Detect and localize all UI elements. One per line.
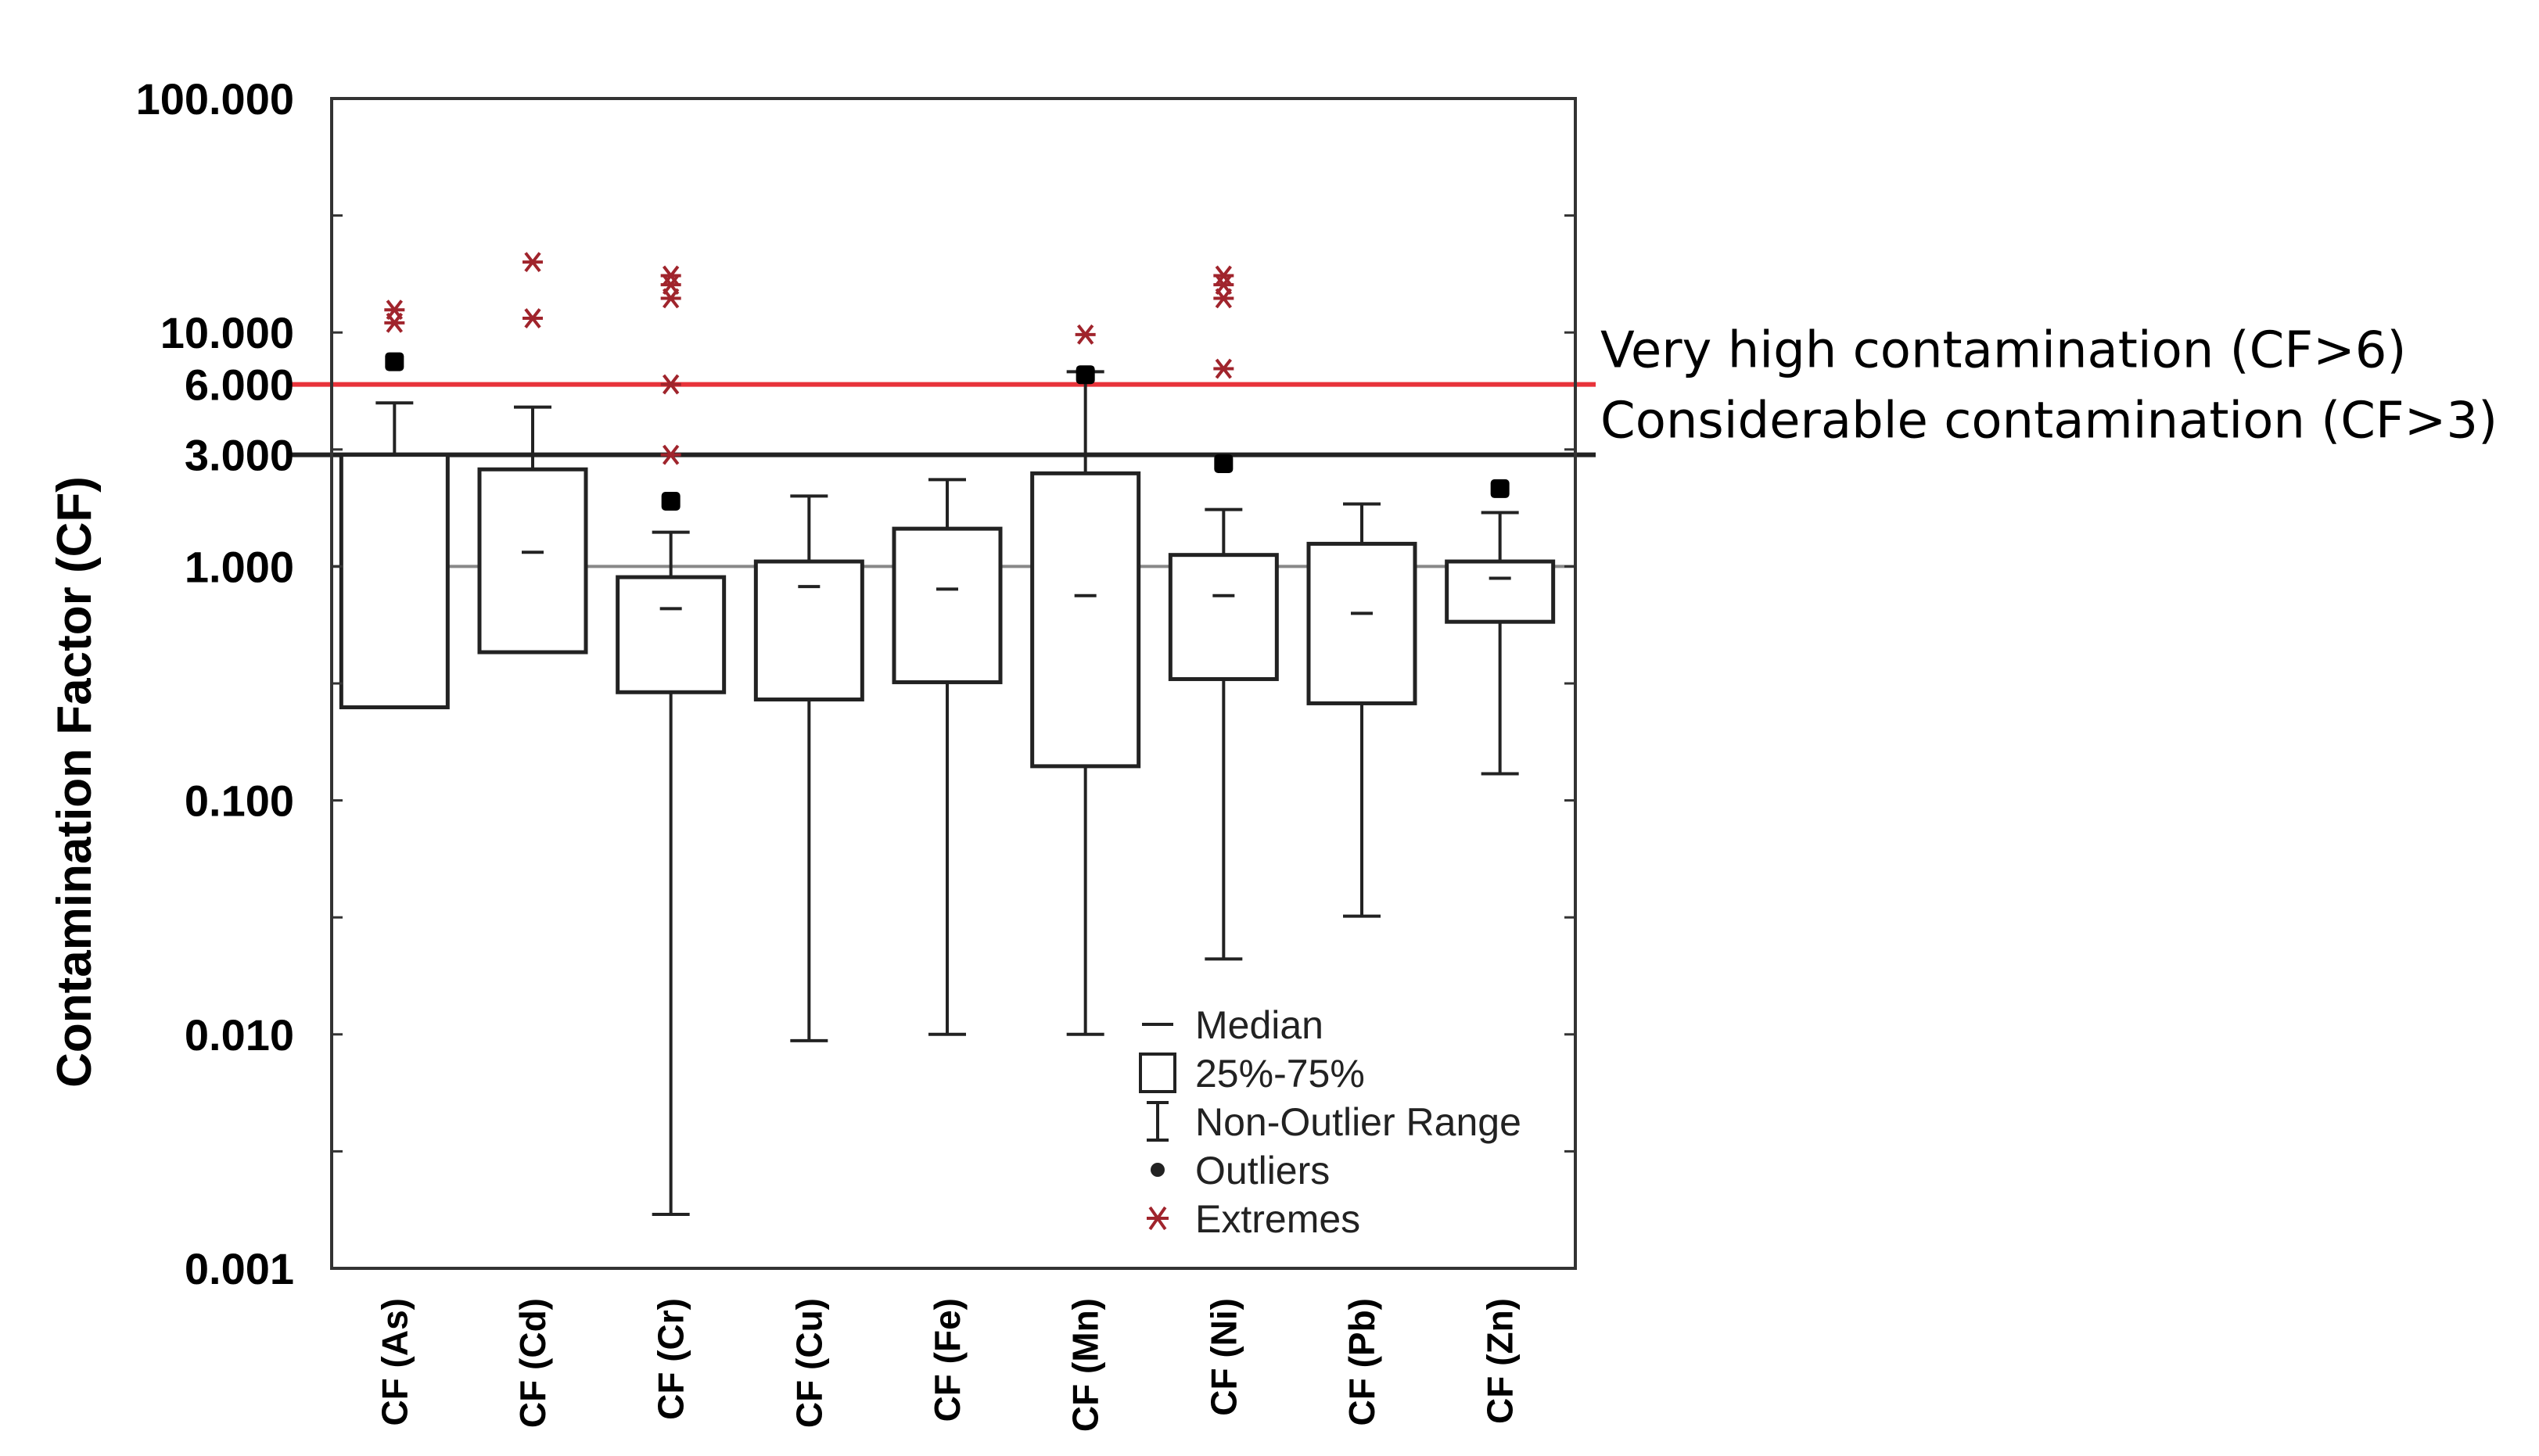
- extreme-point: [660, 374, 681, 395]
- legend-label: Outliers: [1195, 1149, 1330, 1192]
- extreme-stroke: [662, 444, 680, 465]
- y-tick-label: 6.000: [185, 360, 294, 410]
- y-tick-label: 1.000: [185, 542, 294, 591]
- extreme-point: [1213, 358, 1234, 379]
- extreme-stroke: [524, 308, 541, 328]
- x-tick-label: CF (Ni): [1203, 1298, 1244, 1416]
- legend-item: 25%-75%: [1139, 1052, 1365, 1096]
- outlier-point: [385, 352, 404, 371]
- extreme-point: [384, 299, 405, 321]
- box-group: [1306, 502, 1417, 918]
- extreme-point: [523, 308, 543, 328]
- legend-label: 25%-75%: [1195, 1052, 1365, 1096]
- outlier-point: [661, 491, 681, 511]
- iqr-box: [1306, 541, 1417, 705]
- y-tick-label: 0.001: [185, 1244, 294, 1293]
- legend-item: Outliers: [1151, 1149, 1330, 1192]
- iqr-box: [892, 526, 1003, 684]
- extreme-stroke: [386, 299, 404, 321]
- box-group: [339, 299, 450, 710]
- reference-line-label: Considerable contamination (CF>3): [1600, 393, 2498, 450]
- y-tick-label: 0.010: [185, 1010, 294, 1060]
- extreme-point: [1213, 265, 1234, 286]
- extreme-stroke: [1215, 274, 1233, 296]
- legend-item: Extremes: [1147, 1197, 1360, 1241]
- iqr-box: [339, 453, 450, 710]
- legend-label: Non-Outlier Range: [1195, 1100, 1521, 1144]
- box-group: [1168, 265, 1279, 961]
- iqr-box: [616, 575, 727, 694]
- box-group: [616, 265, 727, 1217]
- box-group: [1030, 324, 1141, 1036]
- extreme-stroke: [1215, 265, 1233, 286]
- y-tick-label: 3.000: [185, 431, 294, 480]
- legend-box-symbol: [1139, 1053, 1176, 1093]
- iqr-box: [477, 467, 588, 654]
- legend-extreme-symbol: [1147, 1206, 1169, 1231]
- extreme-stroke: [662, 265, 680, 286]
- box-group: [892, 478, 1003, 1036]
- x-tick-label: CF (Cr): [651, 1298, 691, 1420]
- legend-item: Non-Outlier Range: [1147, 1100, 1521, 1144]
- extreme-stroke: [1076, 324, 1094, 345]
- iqr-box: [1445, 559, 1556, 624]
- x-tick-label: CF (Cu): [788, 1298, 829, 1428]
- box-group: [477, 252, 588, 654]
- extreme-point: [660, 444, 681, 465]
- x-tick-label: CF (Mn): [1065, 1298, 1106, 1432]
- legend: Median 25%-75%Non-Outlier Range Outliers Ex…: [1139, 1003, 1521, 1241]
- axis-layer: [332, 214, 1575, 1153]
- extreme-stroke: [524, 252, 541, 273]
- outlier-point: [1490, 479, 1510, 498]
- y-tick-label: 0.100: [185, 776, 294, 826]
- extreme-stroke: [662, 274, 680, 296]
- legend-label: Median: [1195, 1003, 1323, 1047]
- x-tick-label: CF (Fe): [927, 1298, 968, 1422]
- y-tick-label: 10.000: [160, 308, 294, 357]
- x-tick-label: CF (Cd): [512, 1298, 553, 1428]
- outlier-point: [1214, 454, 1234, 473]
- extreme-point: [523, 252, 543, 273]
- x-tick-label: CF (Pb): [1341, 1298, 1382, 1426]
- y-tick-label: 100.000: [136, 74, 294, 124]
- outlier-point: [1076, 365, 1095, 385]
- extreme-stroke: [1148, 1206, 1167, 1231]
- reference-line-label: Very high contamination (CF>6): [1600, 322, 2406, 380]
- y-axis-label: Contamination Factor (CF): [48, 476, 102, 1088]
- boxes-layer: [339, 252, 1556, 1217]
- extreme-point: [660, 265, 681, 286]
- extreme-stroke: [1215, 358, 1233, 379]
- extreme-point: [1075, 324, 1096, 345]
- x-tick-label: CF (As): [374, 1298, 415, 1426]
- legend-item: Median: [1142, 1003, 1323, 1047]
- iqr-box: [1030, 471, 1141, 769]
- box-group: [753, 494, 864, 1042]
- x-tick-label: CF (Zn): [1480, 1298, 1521, 1424]
- extreme-stroke: [662, 374, 680, 395]
- iqr-box: [753, 559, 864, 702]
- legend-outlier-symbol: [1151, 1163, 1165, 1177]
- legend-label: Extremes: [1195, 1197, 1360, 1241]
- iqr-box: [1168, 553, 1279, 681]
- box-group: [1445, 479, 1556, 776]
